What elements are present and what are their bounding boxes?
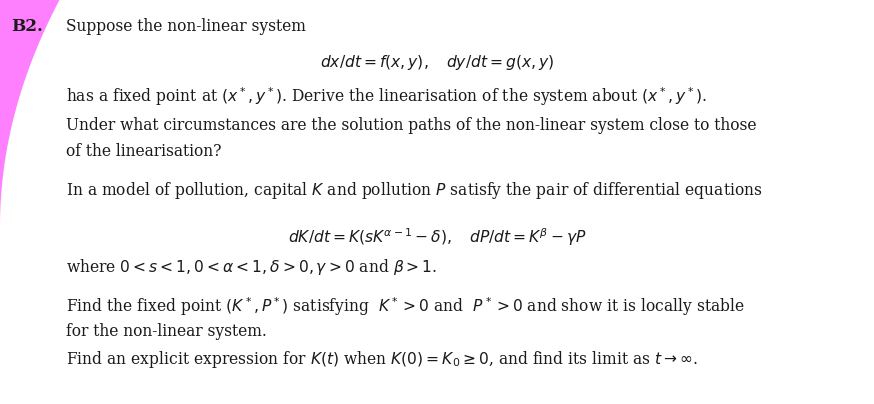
Text: has a fixed point at $(x^*,y^*)$. Derive the linearisation of the system about $: has a fixed point at $(x^*,y^*)$. Derive…: [66, 85, 706, 107]
Text: B2.: B2.: [11, 18, 43, 35]
Text: $dx/dt = f(x, y), \quad dy/dt = g(x, y)$: $dx/dt = f(x, y), \quad dy/dt = g(x, y)$: [320, 53, 554, 72]
Text: for the non-linear system.: for the non-linear system.: [66, 323, 267, 340]
Text: where $0 < s < 1, 0 < \alpha < 1, \delta > 0, \gamma > 0$ and $\beta > 1$.: where $0 < s < 1, 0 < \alpha < 1, \delta…: [66, 257, 437, 277]
Text: $dK/dt = K(sK^{\alpha-1} - \delta), \quad dP/dt = K^{\beta} - \gamma P$: $dK/dt = K(sK^{\alpha-1} - \delta), \qua…: [288, 226, 586, 248]
Polygon shape: [0, 0, 59, 226]
Text: Find an explicit expression for $K(t)$ when $K(0) = K_0 \geq 0$, and find its li: Find an explicit expression for $K(t)$ w…: [66, 349, 697, 370]
Text: Find the fixed point $(K^*,P^*)$ satisfying  $K^* > 0$ and  $P^* > 0$ and show i: Find the fixed point $(K^*,P^*)$ satisfy…: [66, 295, 745, 318]
Text: In a model of pollution, capital $K$ and pollution $P$ satisfy the pair of diffe: In a model of pollution, capital $K$ and…: [66, 180, 762, 201]
Text: Under what circumstances are the solution paths of the non-linear system close t: Under what circumstances are the solutio…: [66, 117, 756, 134]
Text: of the linearisation?: of the linearisation?: [66, 143, 221, 160]
Text: Suppose the non-linear system: Suppose the non-linear system: [66, 18, 305, 35]
